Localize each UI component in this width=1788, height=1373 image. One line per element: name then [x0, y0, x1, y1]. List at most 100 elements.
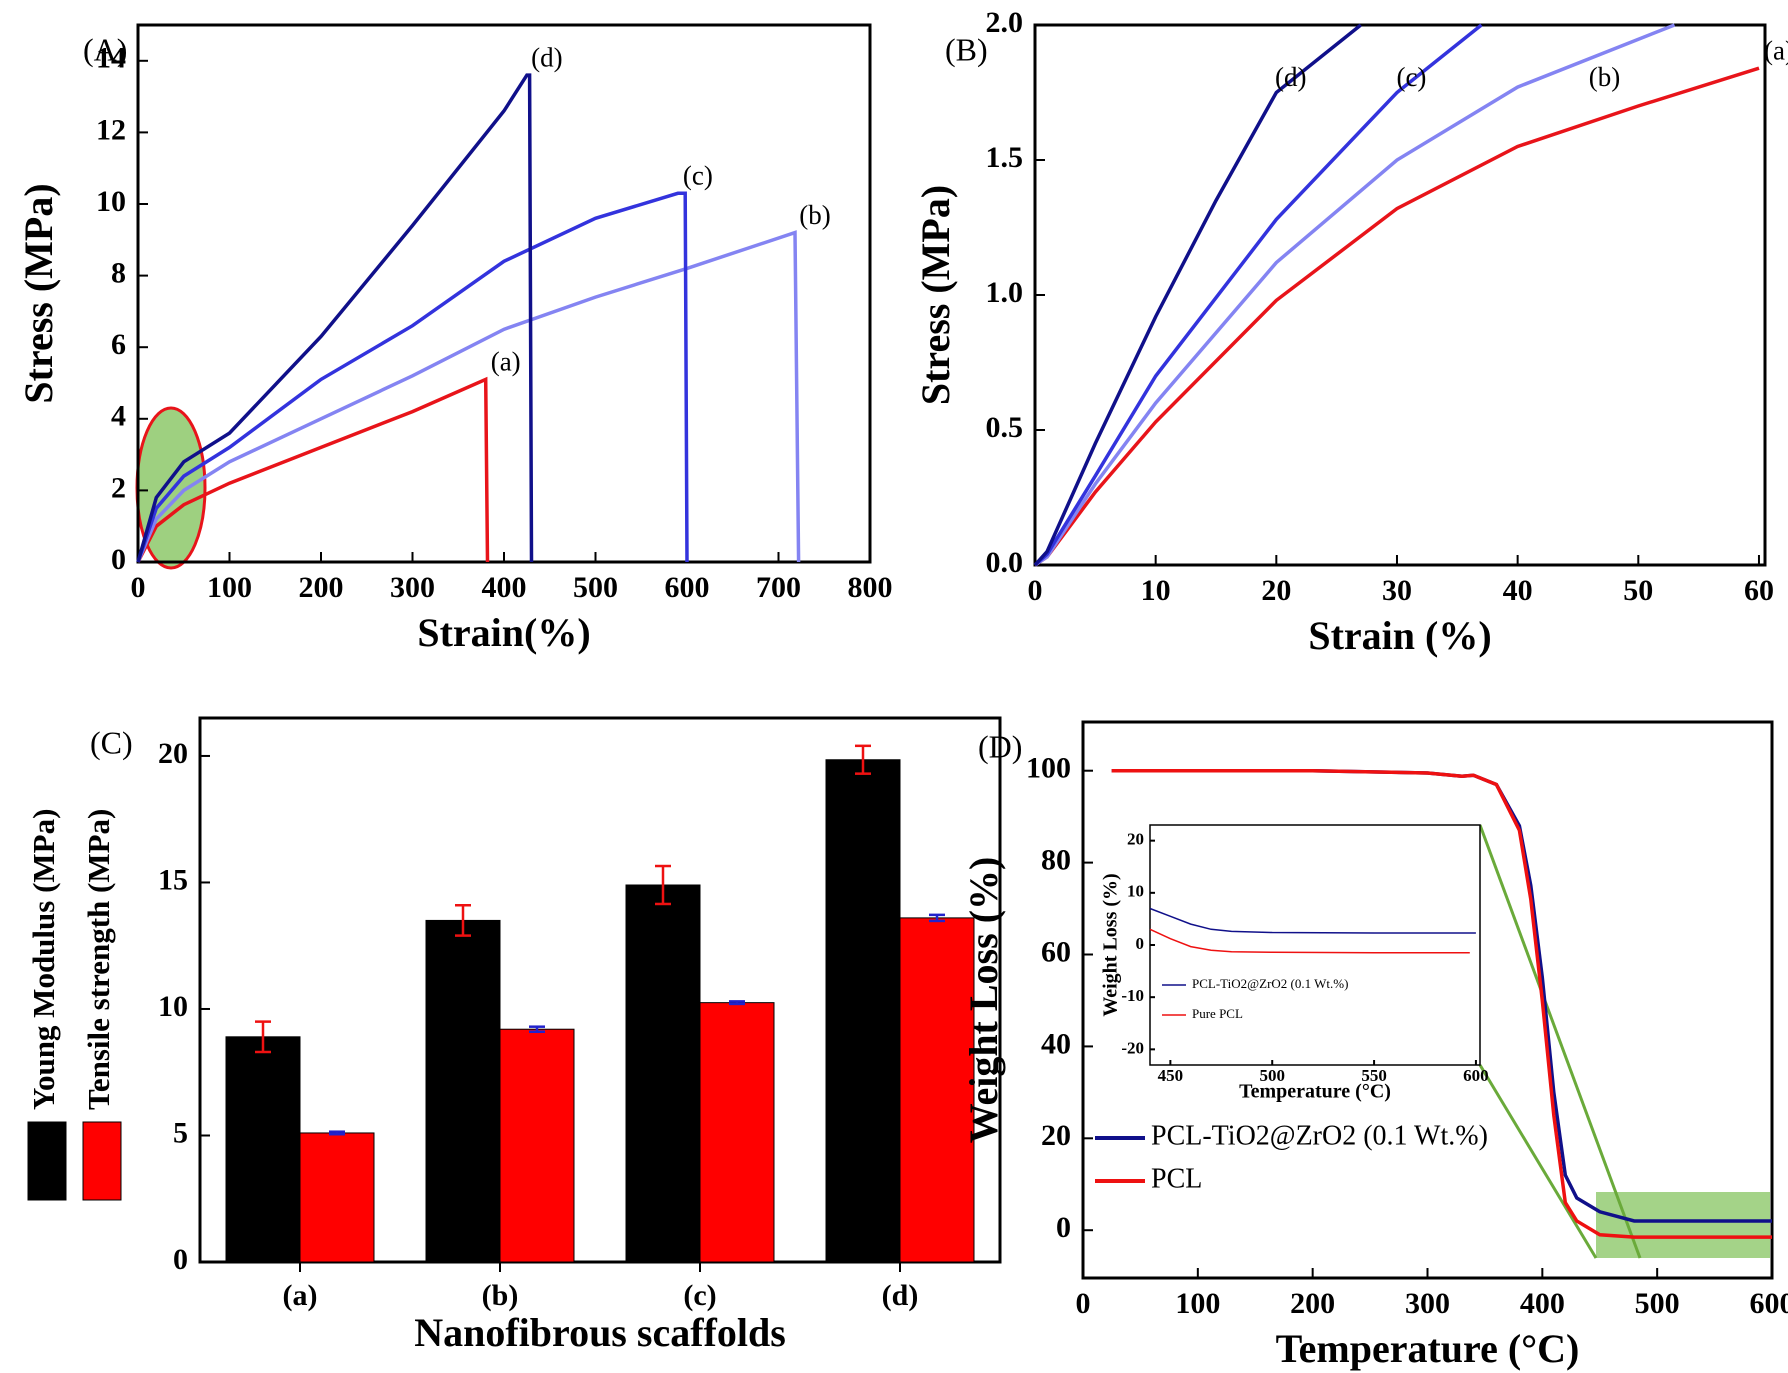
- y-tick-label: 100: [1026, 752, 1071, 785]
- plot-frame: [136, 23, 872, 564]
- y-tick-label: 15: [158, 863, 188, 896]
- y-tick-label: 80: [1041, 843, 1071, 876]
- panel: 0 5 10 15 20 Nanofibrous scaffolds (C) (a) (b) (c…: [26, 716, 1002, 1355]
- panel: 0 2 4 6 8 10 12 14 0 100 200 300 400 500 600 700 800 Stra…: [16, 23, 893, 655]
- y-tick-label: -20: [1121, 1038, 1144, 1057]
- x-tick-label: 40: [1503, 574, 1533, 607]
- y-tick-label: 0.0: [986, 546, 1024, 579]
- x-axis-title: Strain (%): [1308, 613, 1491, 658]
- plot-frame: [1149, 824, 1481, 1066]
- x-tick-label: (b): [482, 1279, 519, 1312]
- legend-swatch: [82, 1121, 122, 1201]
- x-tick-label: 800: [848, 571, 893, 604]
- x-tick-label: 100: [1175, 1287, 1220, 1320]
- series-label: (c): [1396, 62, 1426, 92]
- x-tick-label: 700: [756, 571, 801, 604]
- zoom-line: [1478, 1064, 1598, 1259]
- x-tick-label: (c): [683, 1279, 716, 1312]
- y-tick-label: 10: [158, 990, 188, 1023]
- series-label: (b): [799, 200, 830, 230]
- y-tick-label: 20: [1127, 830, 1144, 849]
- bar: [225, 1036, 301, 1263]
- bar: [825, 759, 901, 1263]
- bar: [425, 919, 501, 1263]
- line: [136, 191, 689, 563]
- x-tick-label: 10: [1141, 574, 1171, 607]
- series-label: (c): [683, 160, 713, 190]
- y-tick-label: 0: [173, 1243, 188, 1276]
- error-bar: [329, 1130, 345, 1136]
- bar: [299, 1132, 375, 1263]
- line: [1111, 768, 1772, 1239]
- error-bar: [729, 1000, 745, 1006]
- x-tick-label: 300: [1405, 1287, 1450, 1320]
- line: [1034, 23, 1676, 567]
- x-tick-label: 600: [1750, 1287, 1788, 1320]
- y-tick-label: 4: [111, 400, 126, 433]
- zoom-line: [1478, 824, 1642, 1259]
- plot-frame: [1033, 23, 1767, 567]
- line: [1149, 907, 1476, 934]
- panel-label: (C): [90, 724, 133, 760]
- bar: [899, 917, 975, 1263]
- legend-label: PCL-TiO2@ZrO2 (0.1 Wt.%): [1192, 976, 1348, 991]
- line: [136, 73, 534, 563]
- x-tick-label: 500: [573, 571, 618, 604]
- y-tick-label: -10: [1121, 986, 1144, 1005]
- y-tick-label: 8: [111, 256, 126, 289]
- x-tick-label: 50: [1623, 574, 1653, 607]
- x-tick-label: 200: [1290, 1287, 1335, 1320]
- line: [1034, 66, 1760, 567]
- error-bar: [929, 913, 945, 923]
- series-label: (d): [1275, 62, 1306, 92]
- line: [1033, 23, 1362, 567]
- x-tick-label: 300: [390, 571, 435, 604]
- error-bar: [455, 903, 471, 937]
- y-tick-label: 40: [1041, 1027, 1071, 1060]
- x-tick-label: 60: [1744, 574, 1774, 607]
- series-label: (a): [1764, 35, 1788, 65]
- series-label: (b): [1589, 62, 1620, 92]
- panel-label: (B): [945, 31, 988, 67]
- y-tick-label: 0: [111, 543, 126, 576]
- bar: [699, 1002, 775, 1263]
- x-tick-label: 0: [131, 571, 146, 604]
- y-axis-title: Weight Loss (%): [1100, 873, 1122, 1016]
- x-tick-label: 200: [299, 571, 344, 604]
- x-tick-label: 20: [1261, 574, 1291, 607]
- y-tick-label: 14: [96, 42, 126, 75]
- legend-label: Pure PCL: [1192, 1006, 1243, 1021]
- x-tick-label: (d): [882, 1279, 919, 1312]
- x-axis-title: Temperature (°C): [1276, 1326, 1580, 1371]
- y-axis-title: Stress (MPa): [913, 185, 958, 405]
- y-tick-label: 5: [173, 1116, 188, 1149]
- zoom-box: [1596, 1192, 1770, 1258]
- line: [1033, 23, 1483, 567]
- plot-frame: [198, 716, 1002, 1264]
- legend-label: PCL-TiO2@ZrO2 (0.1 Wt.%): [1151, 1120, 1488, 1151]
- y-tick-label: 60: [1041, 935, 1071, 968]
- x-tick-label: 0: [1076, 1287, 1091, 1320]
- x-tick-label: 0: [1028, 574, 1043, 607]
- y-tick-label: 10: [96, 185, 126, 218]
- y-tick-label: 20: [158, 737, 188, 770]
- x-tick-label: 500: [1259, 1066, 1285, 1085]
- y-tick-label: 1.5: [986, 141, 1024, 174]
- x-tick-label: 500: [1635, 1287, 1680, 1320]
- y-axis-title: Stress (MPa): [16, 183, 61, 403]
- y-tick-label: 2.0: [986, 6, 1024, 39]
- error-bar: [255, 1020, 271, 1054]
- x-tick-label: 400: [1520, 1287, 1565, 1320]
- x-tick-label: 100: [207, 571, 252, 604]
- line: [136, 376, 490, 563]
- error-bar: [655, 864, 671, 906]
- x-tick-label: 30: [1382, 574, 1412, 607]
- x-tick-label: 400: [482, 571, 527, 604]
- y-tick-label: 2: [111, 471, 126, 504]
- y-tick-label: 12: [96, 113, 126, 146]
- line: [1149, 928, 1470, 954]
- x-tick-label: 600: [665, 571, 710, 604]
- x-axis-title: Temperature (°C): [1239, 1081, 1391, 1103]
